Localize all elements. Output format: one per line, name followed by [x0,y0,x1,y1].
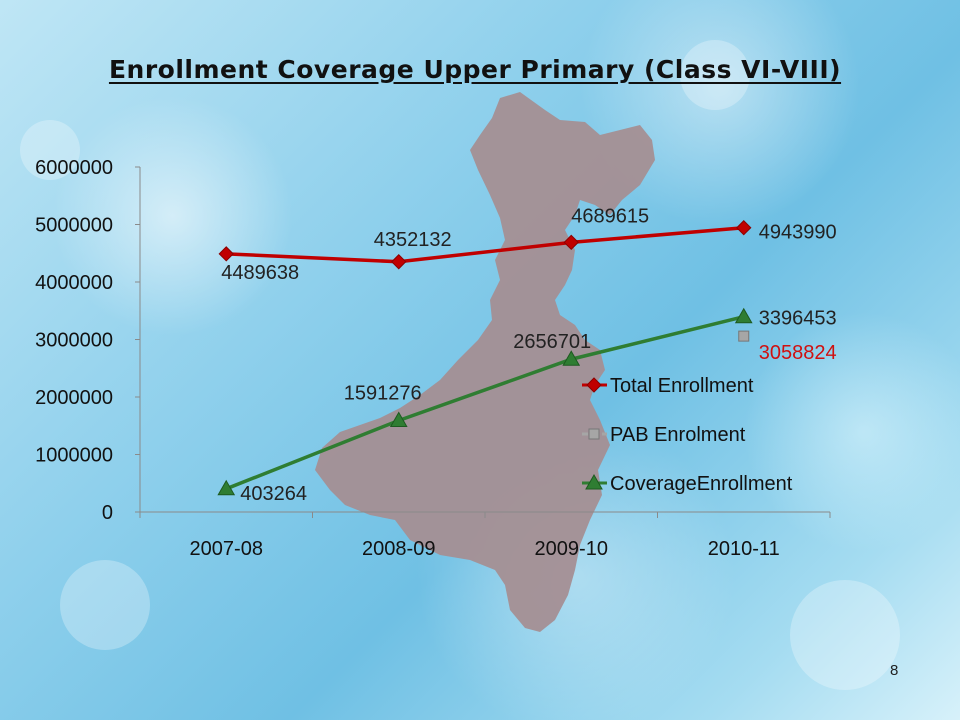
y-tick-label: 3000000 [35,330,113,352]
series-line-2 [225,315,745,491]
legend-marker [588,428,600,440]
data-point [736,220,752,236]
data-label: 1591276 [344,383,422,405]
data-point [562,350,581,366]
legend-label: PAB Enrolment [610,424,746,446]
chart-axes: 0 1000000 2000000 3000000 4000000 5000000 6000… [35,157,831,560]
x-tick-label: 2010-11 [708,538,780,560]
legend-label: Total Enrollment [610,375,754,397]
slide-title: Enrollment Coverage Upper Primary (Class… [108,55,842,84]
data-point [738,330,750,342]
x-tick-label: 2009-10 [535,538,608,560]
map-silhouette [315,92,655,632]
y-tick-label: 4000000 [35,272,113,294]
bokeh-light [790,580,900,690]
y-tick-label: 1000000 [35,445,113,467]
bokeh-light [680,40,750,110]
data-point [734,307,753,324]
y-tick-label: 0 [102,502,113,524]
data-label: 3058824 [759,342,837,364]
bokeh-light [20,120,80,180]
data-label: 4943990 [759,222,837,244]
page-number: 8 [890,662,899,679]
chart-series: 4489638 4352132 4689615 4943990 3058824 40326… [217,205,837,505]
bokeh-light [60,560,150,650]
data-point [563,234,579,251]
data-label: 4352132 [374,229,452,251]
data-label: 3396453 [759,308,837,330]
chart-legend: Total Enrollment PAB Enrolment CoverageEnr… [582,375,793,495]
y-tick-label: 5000000 [35,215,113,237]
legend-label: CoverageEnrollment [610,473,793,495]
x-tick-label: 2007-08 [190,538,263,560]
y-tick-label: 2000000 [35,387,113,409]
data-label: 403264 [240,483,307,505]
legend-marker [585,473,603,490]
data-label: 2656701 [513,331,591,353]
data-point [218,246,234,262]
y-tick-label: 6000000 [35,157,113,179]
legend-marker [586,377,602,393]
data-point [391,254,407,270]
x-tick-label: 2008-09 [362,538,435,560]
data-point [389,411,408,428]
series-line-0 [226,225,744,264]
data-label: 4689615 [571,205,649,227]
data-point [217,479,236,496]
data-label: 4489638 [221,262,299,284]
